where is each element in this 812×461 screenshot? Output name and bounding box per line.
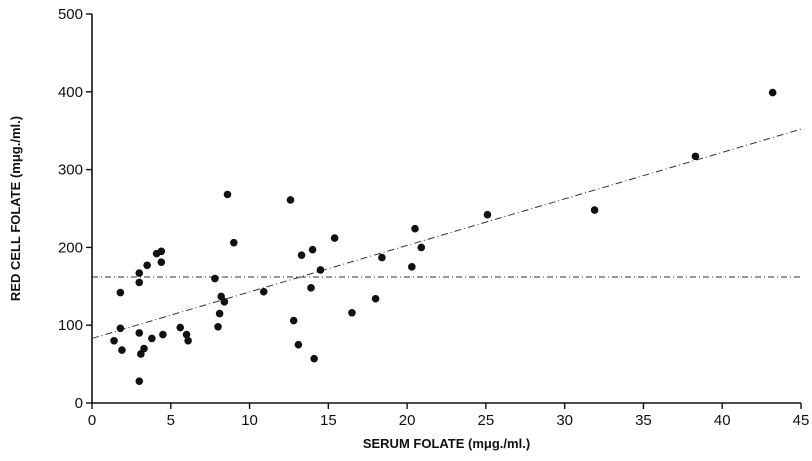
y-axis-title: RED CELL FOLATE (mμg./ml.) <box>8 116 23 301</box>
x-tick-label: 25 <box>478 412 495 429</box>
data-point <box>259 287 268 296</box>
x-tick-label: 45 <box>793 412 810 429</box>
x-tick-label: 35 <box>635 412 652 429</box>
data-point <box>148 334 156 343</box>
x-tick-label: 20 <box>399 412 416 429</box>
data-point <box>135 278 144 287</box>
data-point <box>316 266 325 274</box>
x-tick-label: 5 <box>167 412 175 429</box>
data-point <box>116 288 125 297</box>
data-point <box>408 263 416 271</box>
axes <box>91 14 801 404</box>
data-point <box>135 269 144 277</box>
x-tick-label: 15 <box>320 412 337 429</box>
y-tick-label: 500 <box>58 6 83 23</box>
data-point <box>307 284 315 292</box>
data-point <box>135 377 144 386</box>
y-tick-label: 400 <box>58 84 83 101</box>
data-point <box>118 346 126 354</box>
data-points <box>110 88 777 386</box>
data-point <box>214 322 222 331</box>
data-point <box>691 152 700 161</box>
x-axis-title: SERUM FOLATE (mμg./ml.) <box>363 436 530 451</box>
data-point <box>157 247 166 256</box>
data-point <box>157 258 166 266</box>
tick-labels: 0 5 10 15 20 25 30 35 40 45 0 100 200 300 400 500 <box>58 6 809 429</box>
data-point <box>215 309 224 318</box>
x-tick-label: 40 <box>714 412 731 429</box>
data-point <box>182 330 191 339</box>
y-tick-label: 100 <box>58 317 83 334</box>
data-point <box>768 88 777 97</box>
data-point <box>159 330 167 339</box>
regression-line <box>91 128 802 339</box>
data-point <box>223 190 232 199</box>
data-point <box>184 336 192 345</box>
data-point <box>371 294 380 303</box>
data-point <box>176 323 185 332</box>
data-point <box>590 206 599 214</box>
data-point <box>297 251 306 259</box>
y-tick-label: 0 <box>75 395 83 412</box>
y-tick-label: 300 <box>58 162 83 179</box>
x-tick-label: 30 <box>556 412 573 429</box>
data-point <box>143 261 151 270</box>
x-tick-label: 0 <box>88 412 96 429</box>
data-point <box>348 308 356 317</box>
data-point <box>289 316 298 325</box>
data-point <box>140 344 148 353</box>
data-point <box>286 196 295 204</box>
data-point <box>378 253 386 262</box>
data-point <box>211 274 219 283</box>
data-point <box>411 224 419 233</box>
tick-marks <box>86 13 802 409</box>
data-point <box>230 238 238 247</box>
data-point <box>116 324 125 333</box>
data-point <box>220 298 229 306</box>
data-point <box>308 245 317 254</box>
data-point <box>417 243 426 252</box>
y-tick-label: 200 <box>58 239 83 256</box>
data-point <box>110 336 118 345</box>
x-tick-label: 10 <box>241 412 258 429</box>
data-point <box>294 340 303 349</box>
data-point <box>135 329 144 337</box>
reference-lines <box>91 128 802 339</box>
data-point <box>330 234 339 242</box>
data-point <box>310 354 318 363</box>
data-point <box>483 210 492 219</box>
